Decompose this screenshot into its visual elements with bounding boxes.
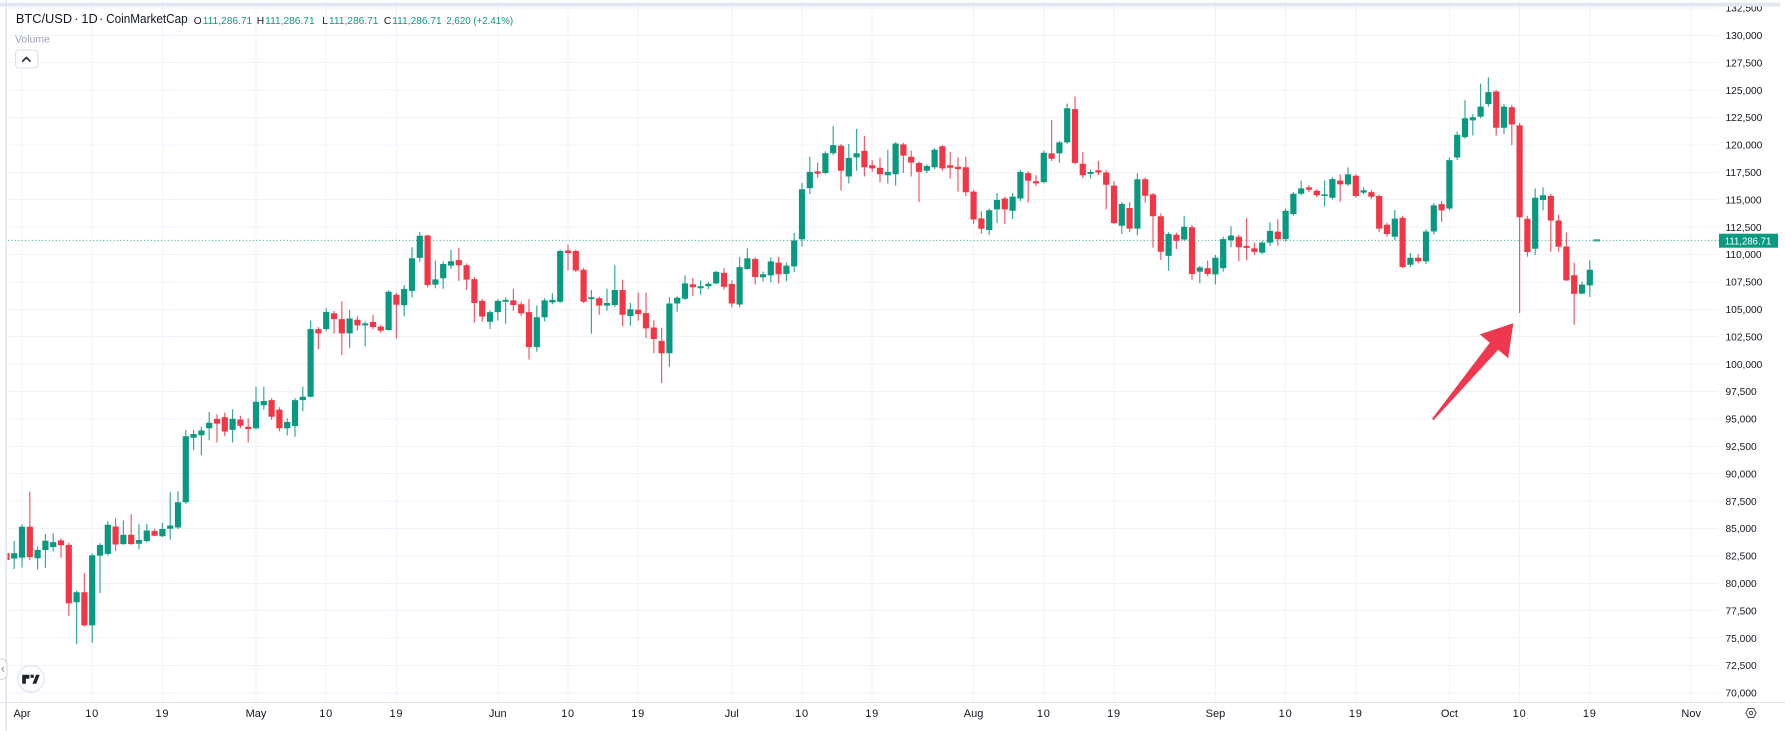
svg-text:115,000: 115,000 [1726, 195, 1762, 206]
svg-text:May: May [246, 708, 267, 720]
svg-text:10: 10 [319, 708, 333, 720]
svg-text:122,500: 122,500 [1726, 113, 1763, 124]
svg-text:10: 10 [1513, 708, 1527, 720]
svg-text:120,000: 120,000 [1726, 141, 1763, 152]
svg-text:10: 10 [1037, 708, 1051, 720]
svg-text:80,000: 80,000 [1726, 579, 1757, 590]
svg-text:10: 10 [1279, 708, 1293, 720]
svg-text:130,000: 130,000 [1726, 31, 1763, 42]
svg-text:132,500: 132,500 [1726, 4, 1763, 15]
svg-text:19: 19 [1349, 708, 1363, 720]
svg-text:19: 19 [155, 708, 169, 720]
svg-text:85,000: 85,000 [1726, 524, 1757, 535]
svg-text:70,000: 70,000 [1726, 689, 1757, 700]
svg-text:Nov: Nov [1681, 708, 1701, 720]
svg-text:H111,286.71: H111,286.71 [257, 16, 315, 27]
svg-text:92,500: 92,500 [1726, 442, 1757, 453]
svg-text:10: 10 [85, 708, 99, 720]
svg-text:75,000: 75,000 [1726, 634, 1757, 645]
svg-text:95,000: 95,000 [1726, 415, 1757, 426]
svg-text:·: · [74, 11, 78, 26]
svg-text:Apr: Apr [13, 708, 30, 720]
svg-text:1D: 1D [81, 11, 97, 26]
svg-text:O111,286.71: O111,286.71 [194, 16, 253, 27]
svg-text:125,000: 125,000 [1726, 86, 1763, 97]
svg-text:10: 10 [795, 708, 809, 720]
svg-text:·: · [99, 11, 103, 26]
svg-text:C111,286.71: C111,286.71 [384, 16, 442, 27]
svg-text:127,500: 127,500 [1726, 58, 1763, 69]
svg-text:100,000: 100,000 [1726, 360, 1763, 371]
svg-text:CoinMarketCap: CoinMarketCap [106, 11, 188, 26]
svg-text:82,500: 82,500 [1726, 552, 1757, 563]
svg-text:77,500: 77,500 [1726, 606, 1757, 617]
svg-text:72,500: 72,500 [1726, 661, 1757, 672]
svg-text:19: 19 [1107, 708, 1121, 720]
svg-text:19: 19 [389, 708, 403, 720]
svg-text:117,500: 117,500 [1726, 168, 1762, 179]
svg-text:19: 19 [631, 708, 645, 720]
svg-text:19: 19 [865, 708, 879, 720]
svg-text:19: 19 [1583, 708, 1597, 720]
svg-text:110,000: 110,000 [1726, 250, 1762, 261]
svg-text:111,286.71: 111,286.71 [1725, 237, 1772, 248]
svg-text:105,000: 105,000 [1726, 305, 1763, 316]
svg-text:Jul: Jul [725, 708, 739, 720]
svg-text:L111,286.71: L111,286.71 [322, 16, 378, 27]
svg-text:10: 10 [561, 708, 575, 720]
svg-text:Aug: Aug [964, 708, 984, 720]
svg-text:107,500: 107,500 [1726, 278, 1763, 289]
svg-text:BTC/USD: BTC/USD [16, 11, 72, 26]
svg-text:90,000: 90,000 [1726, 469, 1757, 480]
svg-text:Oct: Oct [1441, 708, 1458, 720]
svg-text:112,500: 112,500 [1726, 223, 1762, 234]
svg-text:102,500: 102,500 [1726, 332, 1763, 343]
svg-text:87,500: 87,500 [1726, 497, 1757, 508]
svg-text:Volume: Volume [15, 34, 50, 46]
svg-text:Jun: Jun [489, 708, 507, 720]
svg-text:2,620 (+2.41%): 2,620 (+2.41%) [446, 16, 513, 27]
svg-text:Sep: Sep [1206, 708, 1226, 720]
svg-text:97,500: 97,500 [1726, 387, 1757, 398]
